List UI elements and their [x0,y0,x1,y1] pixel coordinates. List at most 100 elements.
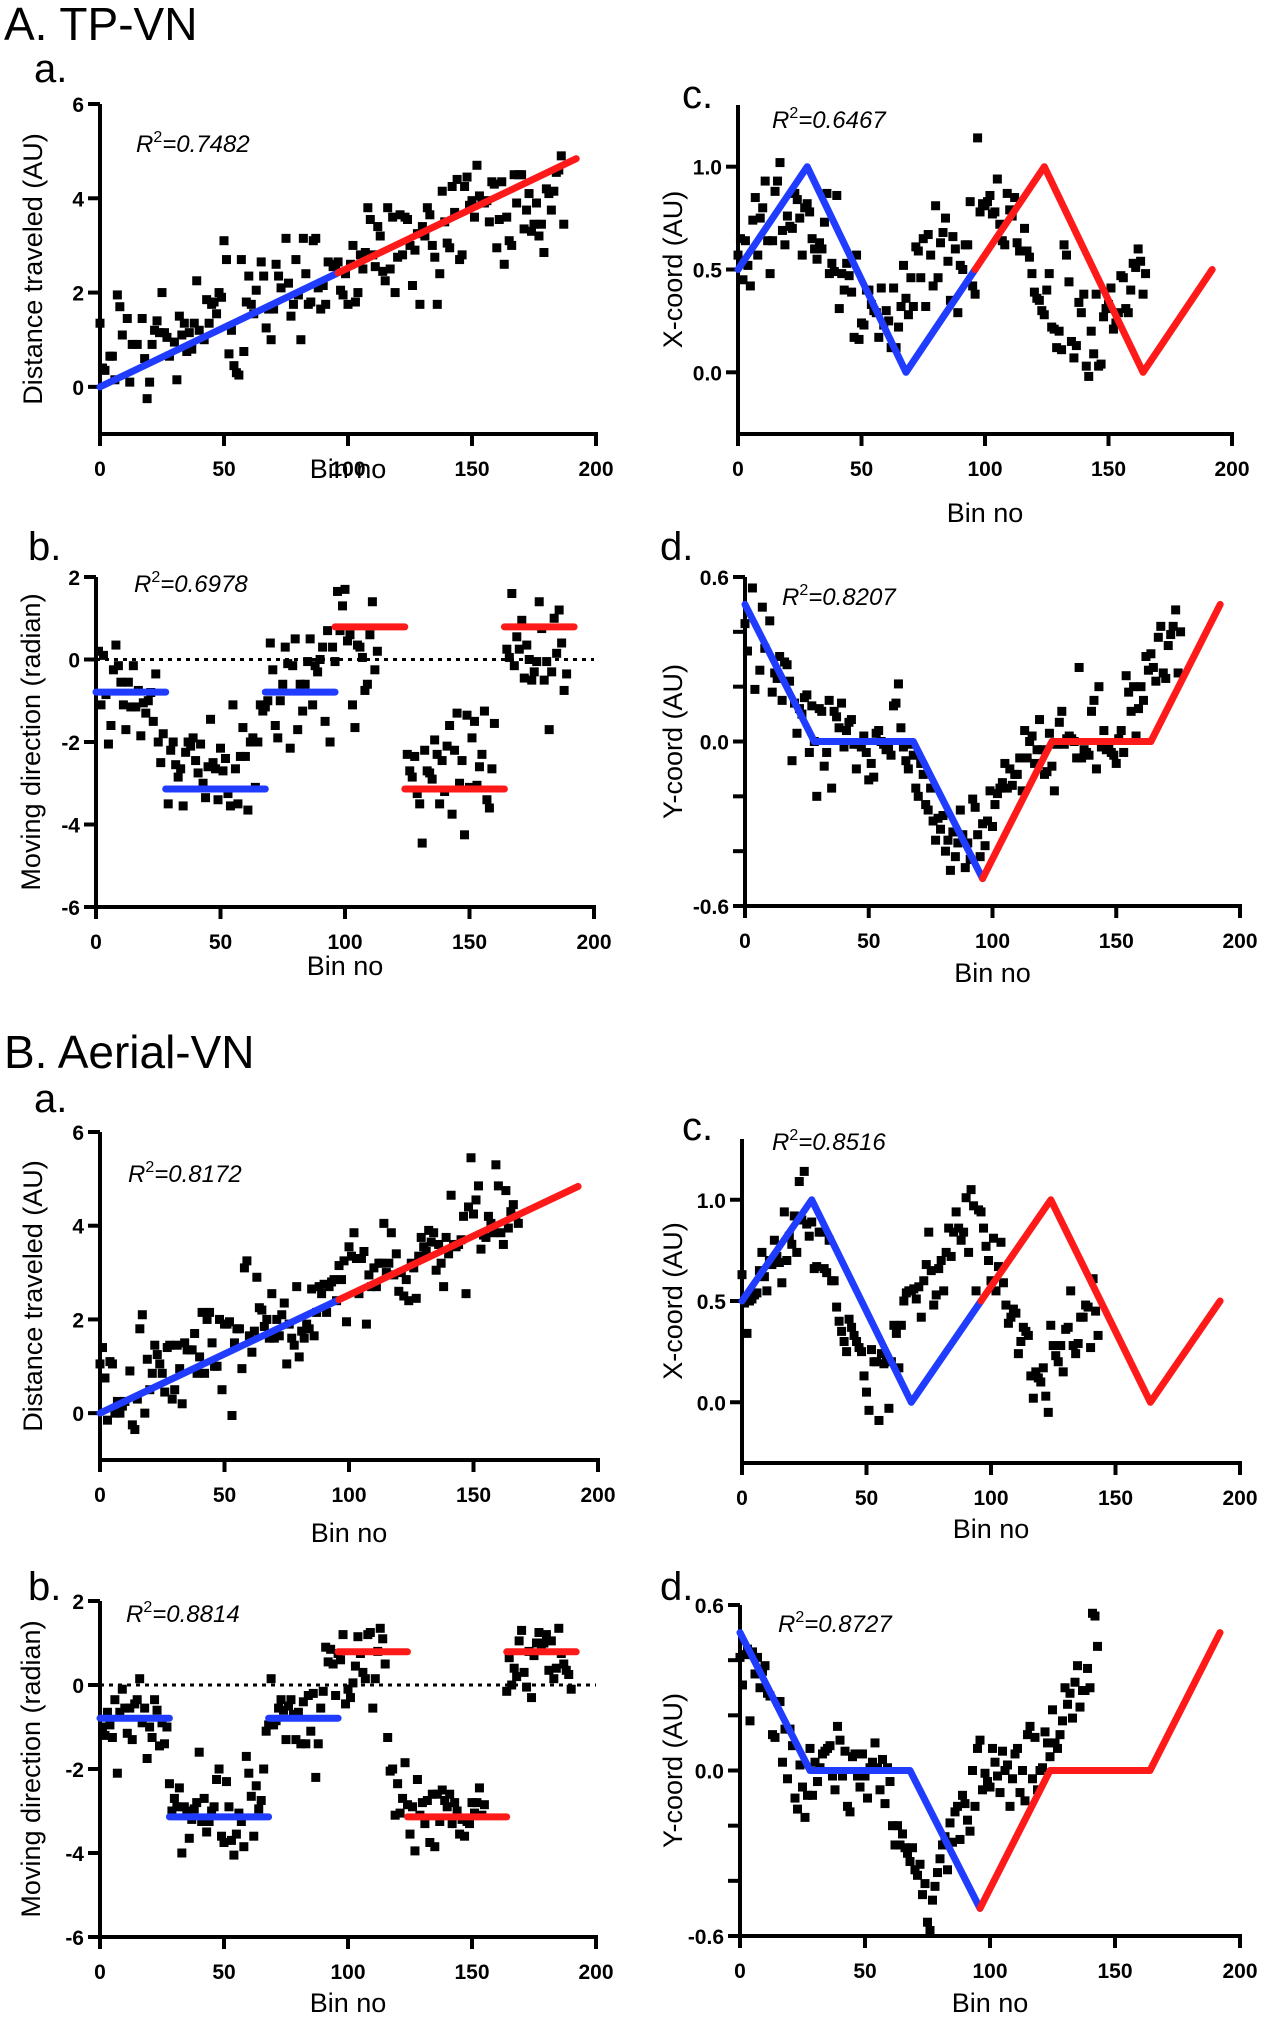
data-point [1171,605,1181,615]
data-point [1066,1286,1076,1296]
data-point [378,266,388,276]
data-point [1051,1351,1061,1361]
data-point [794,1177,804,1187]
data-point [93,646,103,656]
data-point [931,835,941,845]
data-point [1038,1763,1047,1773]
data-point [1166,630,1176,640]
data-point [559,685,569,695]
x-tick-label: 150 [456,1484,491,1507]
data-point [103,739,113,749]
y-axis-label: Distance traveled (AU) [18,133,48,405]
data-point [753,250,763,260]
data-point [190,1328,200,1338]
data-point [844,271,854,281]
data-point [292,1282,302,1292]
data-point [975,207,985,217]
data-point [259,271,269,281]
fit-line-first-half [96,269,342,391]
x-tick-label: 100 [331,1484,366,1507]
data-point [159,328,169,338]
data-point [283,1701,293,1711]
data-point [1010,1749,1020,1759]
data-point [295,679,305,689]
fit-line-first-half [736,1629,984,1912]
data-point [455,1829,465,1839]
data-point [425,210,435,220]
data-point [1015,753,1025,763]
data-point [249,1326,259,1336]
data-point [930,1881,940,1891]
data-point [997,778,1007,788]
data-point [777,695,787,705]
data-point [1133,244,1143,254]
data-point [1121,671,1131,681]
data-point [935,1854,945,1864]
data-point [899,1296,909,1306]
data-point [988,1743,997,1753]
data-point [425,1838,435,1847]
data-point [1007,780,1017,790]
panel-a-y-coord: d. 0 50 100 150 200 -0.6 0.0 0.6 Bin no Y-coord (A… [658,525,1258,988]
data-point [118,700,128,710]
data-point [839,1337,849,1346]
data-point [399,1291,409,1301]
data-point [306,1726,316,1736]
data-point [1039,310,1049,320]
data-point [132,339,142,349]
y-axis-label: Y-coord (AU) [658,1693,688,1848]
data-point [370,665,380,675]
data-point [1005,205,1015,215]
data-point [442,238,452,248]
data-point [442,1802,452,1812]
x-tick-label: 50 [850,458,873,481]
data-point [738,1680,747,1690]
data-point [807,234,817,244]
data-point [97,1722,107,1732]
data-point [973,1743,982,1753]
fit-line-second-half [334,155,580,277]
data-point [417,1798,427,1808]
data-point [422,1796,432,1805]
data-point [403,215,413,224]
data-point [983,1777,992,1787]
data-point [155,328,165,338]
x-tick-label: 50 [855,1487,878,1510]
x-tick-label: 100 [330,1961,365,1984]
data-point [750,684,760,694]
data-point [481,1232,491,1242]
data-point [1042,767,1052,777]
data-point [403,1800,413,1810]
y-tick-label: -6 [65,1927,84,1950]
data-point [342,636,352,646]
data-point [851,764,861,774]
section-title-b: B. Aerial-VN [4,1026,255,1078]
data-point [172,1802,182,1812]
data-point [383,203,393,213]
data-point [157,288,167,298]
data-point [834,304,844,314]
data-point [421,1246,431,1256]
data-point [1094,682,1104,692]
y-tick-label: -4 [65,1843,84,1866]
data-point [931,201,941,211]
y-tick-label: 0 [72,1403,84,1426]
data-point [1049,324,1059,334]
data-point [1084,371,1094,381]
data-point [529,219,539,229]
data-point [365,215,375,224]
fit-line-second-half [335,1182,582,1304]
data-point [1065,1688,1075,1698]
data-point [847,287,857,297]
data-point [132,1695,142,1705]
data-point [300,679,310,689]
data-point [304,1324,314,1334]
data-point [905,1857,915,1867]
data-point [466,1153,476,1163]
data-point [328,1659,338,1669]
data-point [158,729,168,739]
data-point [494,215,504,224]
data-point [888,1821,897,1831]
data-point [1111,758,1121,768]
data-point [127,339,137,349]
